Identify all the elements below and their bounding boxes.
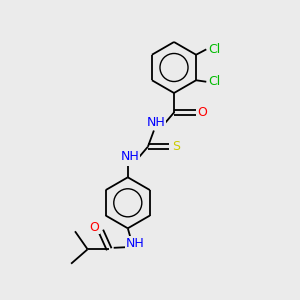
Text: NH: NH bbox=[147, 116, 165, 129]
Text: NH: NH bbox=[121, 150, 139, 164]
Text: NH: NH bbox=[126, 237, 145, 250]
Text: Cl: Cl bbox=[208, 43, 221, 56]
Text: O: O bbox=[197, 106, 207, 119]
Text: S: S bbox=[172, 140, 180, 153]
Text: O: O bbox=[89, 220, 99, 234]
Text: Cl: Cl bbox=[208, 75, 221, 88]
